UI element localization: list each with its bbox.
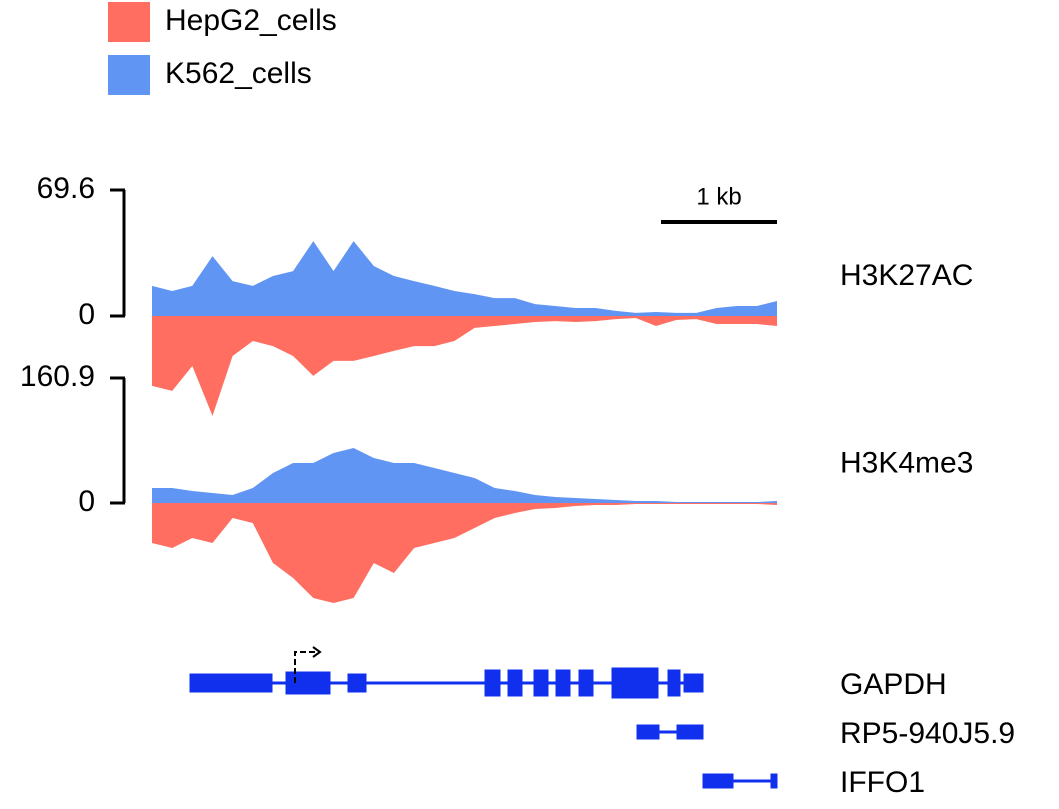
exon: [507, 669, 523, 697]
exon: [578, 669, 594, 697]
signal-area: [152, 241, 777, 316]
scale-bar-label: 1 kb: [696, 183, 741, 210]
legend-swatch: [108, 2, 150, 42]
track: [152, 448, 777, 603]
exon: [636, 724, 660, 740]
exon: [555, 669, 571, 697]
y-tick-label: 0: [78, 298, 95, 331]
gene-label: IFFO1: [840, 766, 925, 799]
y-tick-label: 69.6: [37, 172, 95, 205]
signal-area: [152, 316, 777, 416]
gene-label: RP5-940J5.9: [840, 717, 1015, 750]
legend-label: K562_cells: [165, 57, 312, 90]
exon: [667, 669, 681, 697]
exon: [484, 669, 501, 697]
gene-label: GAPDH: [840, 668, 947, 701]
y-tick-label: 0: [78, 485, 95, 518]
scale-bar: 1 kb: [661, 183, 777, 224]
exon: [702, 773, 734, 789]
track: [152, 241, 777, 416]
exon: [611, 667, 659, 699]
tss-arrow: [294, 651, 315, 683]
exon: [533, 669, 549, 697]
exon: [683, 673, 704, 693]
legend-swatch: [108, 55, 150, 95]
legend-label: HepG2_cells: [165, 4, 337, 37]
gene-models: [189, 646, 778, 789]
exon: [770, 773, 778, 789]
signal-area: [152, 503, 777, 603]
tss-arrowhead: [312, 646, 322, 658]
exon: [676, 724, 704, 740]
track-label: H3K27AC: [840, 259, 973, 292]
track-label: H3K4me3: [840, 446, 973, 479]
signal-area: [152, 448, 777, 503]
exon: [189, 673, 273, 693]
exon: [285, 671, 331, 695]
exon: [347, 673, 367, 693]
y-tick-label: 160.9: [20, 360, 95, 393]
